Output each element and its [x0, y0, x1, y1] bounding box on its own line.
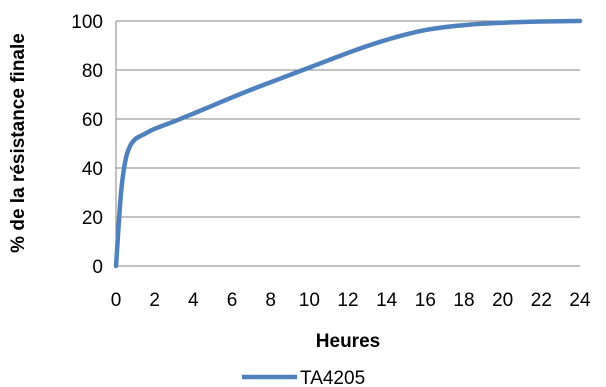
- x-axis-tick-labels: 0 2 4 6 8 10 12 14 16 18 20 22 24: [111, 290, 591, 311]
- legend-label-ta4205: TA4205: [300, 368, 365, 387]
- x-tick-label-0: 0: [111, 290, 122, 311]
- y-tick-label-80: 80: [82, 61, 103, 82]
- x-tick-label-22: 22: [531, 290, 552, 311]
- x-tick-label-6: 6: [227, 290, 238, 311]
- x-tick-label-20: 20: [492, 290, 513, 311]
- y-tick-label-100: 100: [71, 12, 103, 33]
- x-axis-title: Heures: [316, 331, 380, 352]
- y-tick-label-0: 0: [92, 257, 103, 278]
- x-tick-label-16: 16: [415, 290, 436, 311]
- series-layer: [113, 18, 583, 269]
- x-tick-label-14: 14: [376, 290, 398, 311]
- y-tick-label-60: 60: [82, 110, 103, 131]
- x-tick-label-18: 18: [453, 290, 474, 311]
- x-tick-label-24: 24: [569, 290, 591, 311]
- y-axis-title: % de la résistance finale: [8, 33, 29, 253]
- x-tick-label-12: 12: [337, 290, 358, 311]
- x-tick-label-4: 4: [188, 290, 199, 311]
- x-tick-label-10: 10: [299, 290, 320, 311]
- y-tick-label-20: 20: [82, 208, 103, 229]
- y-tick-label-40: 40: [82, 159, 103, 180]
- legend: TA4205: [242, 368, 365, 387]
- x-tick-label-8: 8: [265, 290, 276, 311]
- gridlines: [116, 20, 580, 218]
- series-line-ta4205: [113, 18, 583, 269]
- x-tick-label-2: 2: [149, 290, 160, 311]
- y-axis-tick-labels: 0 20 40 60 80 100: [71, 12, 103, 278]
